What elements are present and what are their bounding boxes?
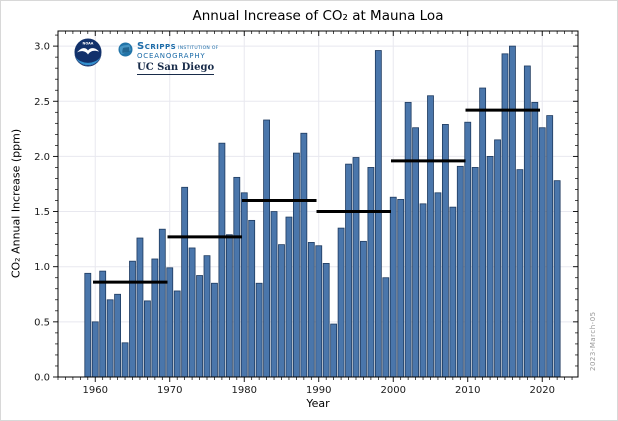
x-tick-label-2000: 2000 xyxy=(381,385,406,396)
y-tick-label-2.5: 2.5 xyxy=(34,97,50,108)
axes-spines xyxy=(57,30,579,378)
y-tick-label-1.0: 1.0 xyxy=(34,262,50,273)
y-tick-label-0.0: 0.0 xyxy=(34,373,50,384)
bar-1976 xyxy=(211,282,218,378)
chart-title: Annual Increase of CO₂ at Mauna Loa xyxy=(192,8,444,24)
x-axis-label: Year xyxy=(306,397,330,410)
y-axis-label: CO₂ Annual Increase (ppm) xyxy=(9,128,23,279)
bar-1989 xyxy=(307,242,315,378)
bar-2021 xyxy=(546,115,554,378)
scripps-suffix-text: Institution of xyxy=(178,46,219,51)
scripps-logo: Scripps Institution of Oceanography UC S… xyxy=(118,41,219,76)
bar-1999 xyxy=(382,277,390,378)
bar-2015 xyxy=(501,53,509,378)
bar-2012 xyxy=(479,87,487,378)
bar-1990 xyxy=(315,245,323,378)
bar-1977 xyxy=(218,142,226,378)
bar-2014 xyxy=(494,139,501,378)
x-axis-ticks: 1960 1970 1980 1990 2000 2010 2020 xyxy=(57,31,573,396)
bar-1996 xyxy=(360,240,367,378)
bar-2000 xyxy=(389,196,397,378)
bar-1967 xyxy=(143,300,151,378)
x-tick-label-1990: 1990 xyxy=(306,385,331,396)
y-tick-label-1.5: 1.5 xyxy=(34,207,50,218)
bar-1965 xyxy=(129,260,136,378)
x-tick-label-1960: 1960 xyxy=(83,385,108,396)
uc-san-diego-wordmark: UC San Diego xyxy=(137,62,215,76)
bar-1961 xyxy=(99,270,107,378)
scripps-name-text: Scripps xyxy=(137,41,177,52)
bar-2008 xyxy=(449,206,457,378)
scripps-oceanography-text: Oceanography xyxy=(137,51,206,60)
bar-1980 xyxy=(240,192,248,378)
y-tick-label-2.0: 2.0 xyxy=(34,152,50,163)
scripps-globe-icon xyxy=(118,42,133,57)
noaa-logo-sea xyxy=(75,57,101,66)
bar-1991 xyxy=(322,262,330,378)
bar-1960 xyxy=(91,321,99,378)
bar-1974 xyxy=(196,275,203,378)
x-tick-label-1970: 1970 xyxy=(157,385,182,396)
bar-1988 xyxy=(300,132,308,378)
noaa-logo-icon: NOAA xyxy=(74,38,102,67)
bar-1966 xyxy=(136,237,144,378)
decade-average-lines xyxy=(93,108,541,284)
bar-1983 xyxy=(263,119,270,378)
y-tick-label-3.0: 3.0 xyxy=(34,42,50,53)
noaa-logo-text: NOAA xyxy=(83,42,94,46)
bar-2006 xyxy=(434,192,442,378)
bar-1979 xyxy=(233,176,241,378)
bar-2002 xyxy=(404,101,412,378)
bar-2010 xyxy=(464,121,472,378)
bar-1969 xyxy=(158,228,166,378)
bar-1964 xyxy=(121,342,129,378)
bar-1968 xyxy=(151,258,159,378)
noaa-gull-icon xyxy=(77,48,99,55)
bar-2020 xyxy=(538,127,546,378)
bar-2009 xyxy=(456,165,464,378)
bar-1972 xyxy=(181,186,189,378)
bar-1997 xyxy=(367,167,375,378)
bar-1982 xyxy=(255,282,263,378)
y-tick-label-0.5: 0.5 xyxy=(34,317,50,328)
bar-1993 xyxy=(337,227,345,378)
bar-1995 xyxy=(352,157,360,378)
bar-2016 xyxy=(509,45,516,378)
bar-1985 xyxy=(278,244,285,378)
bar-1994 xyxy=(345,163,352,378)
bar-1984 xyxy=(270,211,278,378)
x-tick-label-1980: 1980 xyxy=(232,385,257,396)
bar-1998 xyxy=(374,50,382,378)
bar-1970 xyxy=(166,267,174,378)
bar-1986 xyxy=(285,216,293,378)
bar-2013 xyxy=(486,156,494,378)
bar-2005 xyxy=(427,95,434,378)
plot-date-stamp: 2023-March-05 xyxy=(589,311,597,371)
bar-1971 xyxy=(173,290,181,378)
bar-2022 xyxy=(553,180,561,378)
bar-1992 xyxy=(330,323,338,378)
y-axis-ticks: 0.0 0.5 1.0 1.5 2.0 2.5 3.0 xyxy=(34,34,578,384)
bar-2017 xyxy=(516,169,524,378)
bar-1962 xyxy=(106,299,114,378)
bar-1963 xyxy=(114,293,121,378)
x-tick-label-2010: 2010 xyxy=(455,385,480,396)
bar-1975 xyxy=(203,255,211,378)
bar-2018 xyxy=(523,65,531,378)
x-tick-label-2020: 2020 xyxy=(530,385,555,396)
bar-1981 xyxy=(248,219,256,378)
bar-1959 xyxy=(84,272,92,378)
bar-1978 xyxy=(225,234,233,378)
bar-2003 xyxy=(412,127,419,378)
bar-2019 xyxy=(531,101,539,378)
bar-1987 xyxy=(292,152,300,378)
bar-2011 xyxy=(471,167,479,378)
bar-2004 xyxy=(419,203,427,378)
bar-1973 xyxy=(188,247,196,378)
bar-2001 xyxy=(397,199,405,378)
